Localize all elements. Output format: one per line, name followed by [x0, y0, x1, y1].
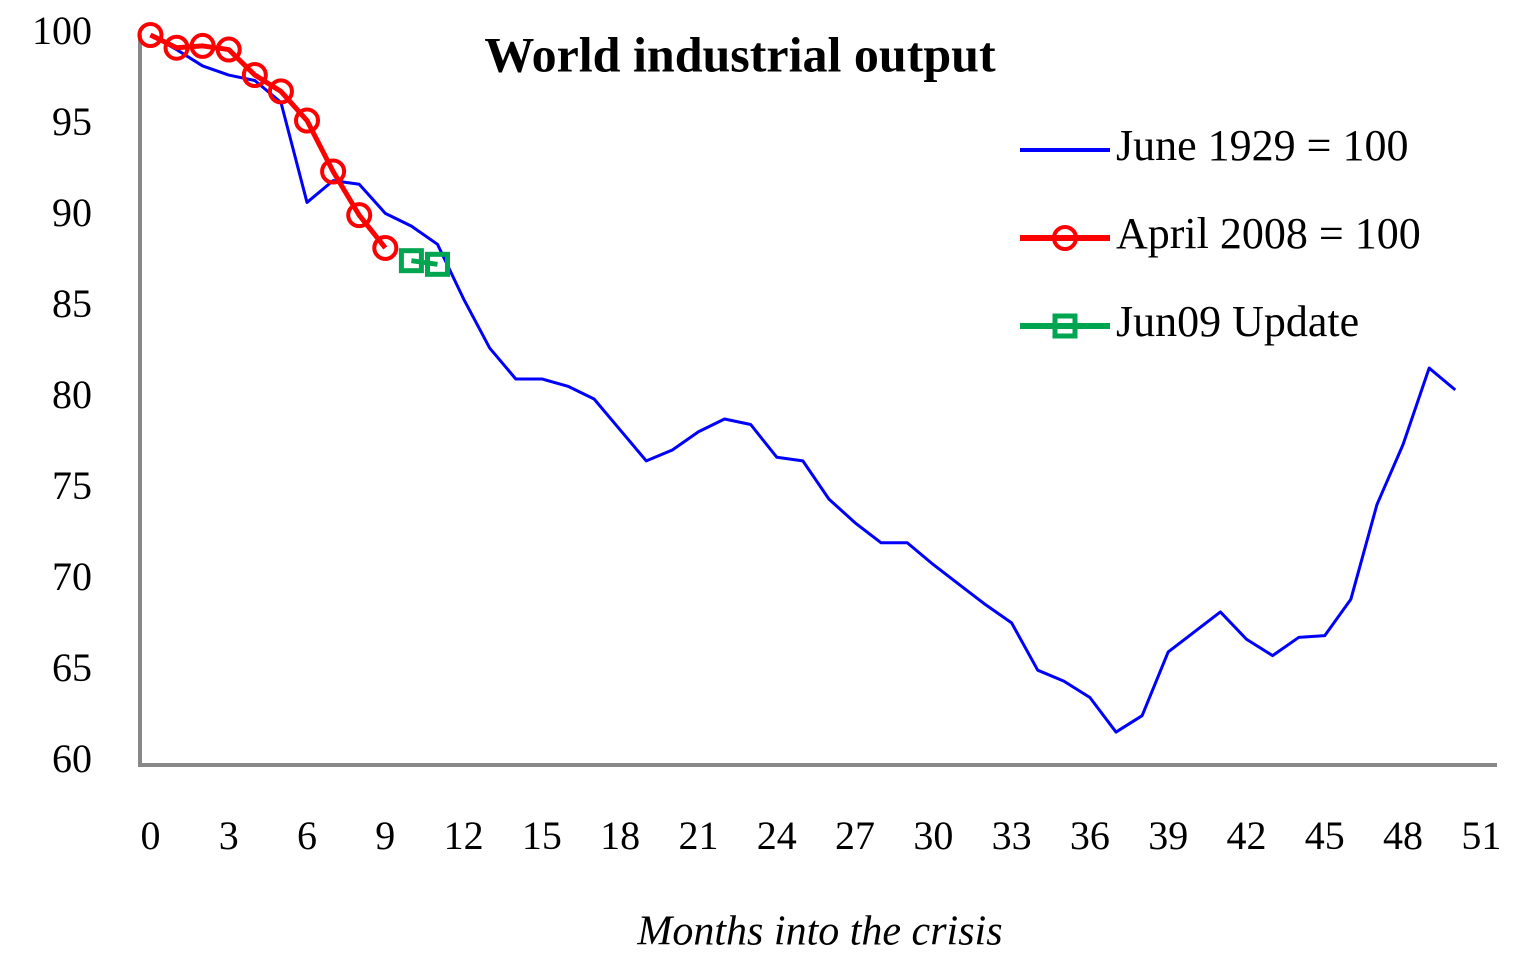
data-point	[241, 62, 268, 89]
legend-label: Jun09 Update	[1116, 297, 1359, 346]
y-tick-label: 60	[52, 736, 92, 781]
data-point	[346, 202, 373, 229]
x-tick-label: 45	[1305, 813, 1345, 858]
x-tick-label: 21	[678, 813, 718, 858]
x-tick-label: 9	[375, 813, 395, 858]
y-tick-label: 90	[52, 190, 92, 235]
x-tick-label: 51	[1461, 813, 1501, 858]
x-axis-label: Months into the crisis	[636, 909, 1002, 955]
y-tick-label: 75	[52, 463, 92, 508]
data-point	[424, 251, 450, 277]
y-tick-label: 100	[32, 8, 92, 53]
x-tick-label: 12	[444, 813, 484, 858]
y-tick-label: 85	[52, 281, 92, 326]
data-point	[398, 248, 424, 274]
x-tick-label: 36	[1070, 813, 1110, 858]
legend-label: April 2008 = 100	[1116, 209, 1421, 258]
y-tick-label: 65	[52, 645, 92, 690]
x-tick-label: 33	[992, 813, 1032, 858]
legend-marker	[1052, 225, 1078, 251]
x-tick-label: 15	[522, 813, 562, 858]
x-tick-label: 48	[1383, 813, 1423, 858]
x-tick-label: 42	[1226, 813, 1266, 858]
data-point	[215, 36, 242, 63]
data-point	[137, 22, 164, 48]
series-line	[411, 258, 438, 267]
data-point	[372, 234, 399, 261]
x-tick-label: 30	[913, 813, 953, 858]
data-point	[267, 78, 294, 105]
x-tick-label: 6	[297, 813, 317, 858]
x-tick-label: 0	[140, 813, 160, 858]
legend-marker	[1052, 313, 1078, 339]
series-line	[149, 33, 1457, 734]
legend-label: June 1929 = 100	[1116, 121, 1408, 170]
y-tick-label: 95	[52, 99, 92, 144]
data-point	[320, 158, 347, 185]
x-tick-label: 27	[835, 813, 875, 858]
x-tick-label: 24	[757, 813, 797, 858]
chart-title: World industrial output	[484, 26, 996, 82]
x-tick-label: 18	[600, 813, 640, 858]
data-point	[189, 32, 216, 59]
x-tick-label: 3	[219, 813, 239, 858]
data-point	[294, 107, 321, 134]
y-tick-label: 80	[52, 372, 92, 417]
data-point	[163, 34, 190, 61]
y-tick-label: 70	[52, 554, 92, 599]
series-line	[149, 32, 388, 250]
x-tick-label: 39	[1148, 813, 1188, 858]
